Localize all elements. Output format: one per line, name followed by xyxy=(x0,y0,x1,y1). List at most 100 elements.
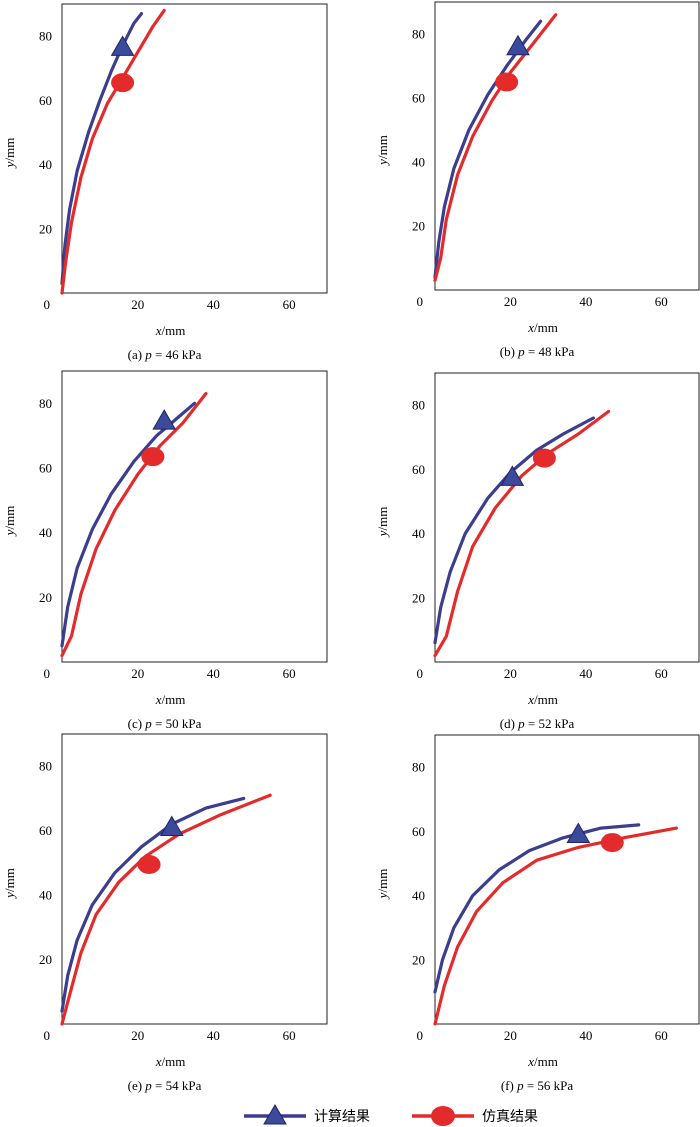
x-tick-label: 60 xyxy=(655,294,668,309)
x-tick-label: 20 xyxy=(504,1028,517,1043)
x-axis-label: x/mm xyxy=(155,692,186,707)
y-axis-label: y/mm xyxy=(375,507,390,539)
x-axis-unit: /mm xyxy=(534,1054,558,1069)
calc-series-line xyxy=(60,796,246,1013)
caption-value: = 50 kPa xyxy=(152,716,202,731)
caption-prefix: (f) xyxy=(501,1078,517,1093)
x-tick-label: 60 xyxy=(655,666,668,681)
plot-frame xyxy=(61,370,328,663)
x-axis-unit: /mm xyxy=(534,692,558,707)
y-axis-label: y/mm xyxy=(2,868,17,900)
y-axis-label: y/mm xyxy=(2,138,17,170)
panel-caption: (f) p = 56 kPa xyxy=(501,1078,574,1093)
plot-frame xyxy=(434,1,700,291)
y-axis-unit: /mm xyxy=(375,135,390,159)
sim-series-line xyxy=(60,8,166,295)
origin-tick-label: 0 xyxy=(417,1028,424,1043)
x-axis-var: x xyxy=(155,323,162,338)
y-axis-label: y/mm xyxy=(375,869,390,901)
y-axis-var: y xyxy=(2,529,17,537)
y-tick-label: 80 xyxy=(39,759,52,774)
y-axis-unit: /mm xyxy=(2,506,17,530)
x-tick-label: 40 xyxy=(579,666,592,681)
y-axis-unit: /mm xyxy=(2,868,17,892)
origin-tick-label: 0 xyxy=(44,297,51,312)
caption-prefix: (b) xyxy=(500,344,518,359)
y-tick-label: 40 xyxy=(412,155,425,170)
x-axis-var: x xyxy=(155,1054,162,1069)
legend-calc-triangle xyxy=(263,1104,287,1125)
y-tick-label: 60 xyxy=(39,461,52,476)
caption-value: = 48 kPa xyxy=(525,344,575,359)
y-tick-label: 20 xyxy=(39,590,52,605)
y-tick-label: 40 xyxy=(412,888,425,903)
panel-caption: (b) p = 48 kPa xyxy=(500,344,575,359)
x-tick-label: 20 xyxy=(131,1028,144,1043)
y-tick-label: 20 xyxy=(412,590,425,605)
y-tick-label: 80 xyxy=(39,396,52,411)
x-tick-label: 20 xyxy=(131,297,144,312)
y-tick-label: 80 xyxy=(412,398,425,413)
sim-marker-circle xyxy=(532,448,556,468)
x-axis-label: x/mm xyxy=(527,320,558,335)
x-axis-label: x/mm xyxy=(155,1054,186,1069)
calc-series-line xyxy=(433,823,641,994)
sim-marker-circle xyxy=(600,833,624,853)
calc-marker-triangle xyxy=(506,34,530,56)
x-axis-unit: /mm xyxy=(534,320,558,335)
sim-series-line xyxy=(433,409,611,658)
panel-caption: (e) p = 54 kPa xyxy=(128,1078,202,1093)
caption-var: p xyxy=(517,344,525,359)
origin-tick-label: 0 xyxy=(417,294,424,309)
caption-var: p xyxy=(144,1078,152,1093)
caption-prefix: (d) xyxy=(500,716,518,731)
y-axis-label: y/mm xyxy=(2,506,17,538)
calc-marker-triangle xyxy=(110,35,135,56)
y-tick-label: 60 xyxy=(412,91,425,106)
calc-marker-triangle xyxy=(152,409,177,430)
y-tick-label: 60 xyxy=(39,823,52,838)
y-axis-label: y/mm xyxy=(375,135,390,167)
calc-marker-triangle xyxy=(566,822,591,844)
calc-series-line xyxy=(433,416,596,645)
sim-series-line xyxy=(60,793,272,1026)
sim-marker-circle xyxy=(137,855,161,874)
panel-caption: (a) p = 46 kPa xyxy=(128,347,202,362)
x-tick-label: 40 xyxy=(207,1028,220,1043)
x-axis-unit: /mm xyxy=(161,323,185,338)
y-axis-var: y xyxy=(375,159,390,167)
x-tick-label: 60 xyxy=(283,666,296,681)
x-tick-label: 40 xyxy=(207,666,220,681)
panel-caption: (d) p = 52 kPa xyxy=(500,716,575,731)
x-axis-label: x/mm xyxy=(527,692,558,707)
x-axis-var: x xyxy=(527,320,534,335)
y-tick-label: 40 xyxy=(412,526,425,541)
y-axis-unit: /mm xyxy=(2,138,17,162)
sim-series-line xyxy=(60,392,208,658)
caption-prefix: (e) xyxy=(128,1078,146,1093)
caption-prefix: (a) xyxy=(128,347,146,362)
legend: 计算结果 仿真结果 xyxy=(244,1104,538,1126)
y-tick-label: 60 xyxy=(412,824,425,839)
x-tick-label: 60 xyxy=(655,1028,668,1043)
y-tick-label: 20 xyxy=(39,221,52,236)
calc-marker-triangle xyxy=(500,465,525,486)
caption-var: p xyxy=(144,716,152,731)
caption-value: = 52 kPa xyxy=(525,716,575,731)
y-axis-var: y xyxy=(375,530,390,538)
x-tick-label: 20 xyxy=(504,294,517,309)
y-tick-label: 20 xyxy=(412,952,425,967)
y-tick-label: 40 xyxy=(39,525,52,540)
caption-prefix: (c) xyxy=(128,716,146,731)
caption-value: = 46 kPa xyxy=(152,347,202,362)
y-tick-label: 60 xyxy=(39,93,52,108)
caption-var: p xyxy=(517,716,525,731)
y-axis-var: y xyxy=(2,892,17,900)
x-axis-var: x xyxy=(527,692,534,707)
